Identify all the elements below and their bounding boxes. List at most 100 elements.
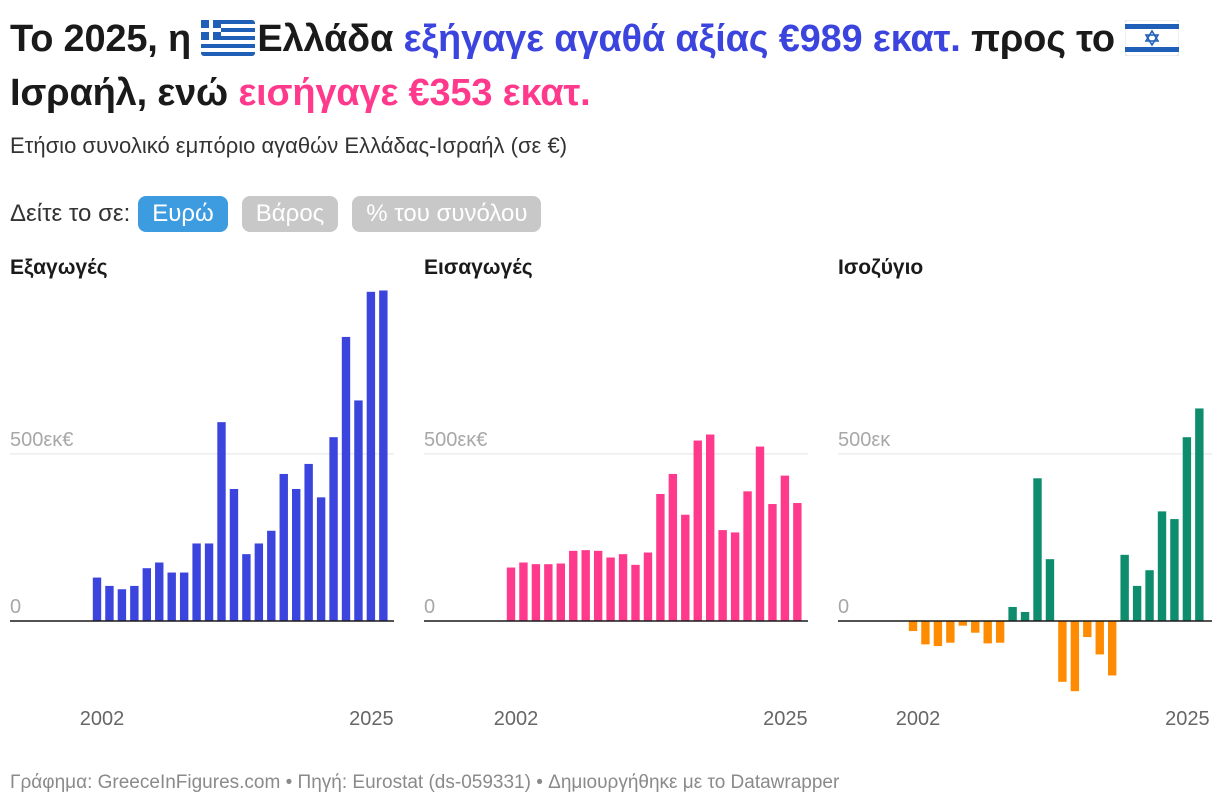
headline-import-phrase: εισήγαγε €353 εκατ. (238, 72, 591, 114)
balance-bar-2016 (1083, 621, 1092, 638)
imports-y-tick-label: 500εκ€ (424, 429, 487, 451)
imports-bar-2006 (556, 563, 565, 621)
exports-bar-2003 (105, 585, 114, 621)
exports-bar-2014 (242, 554, 251, 621)
imports-x-tick-label: 2002 (494, 708, 539, 730)
balance-bar-2015 (1070, 621, 1080, 692)
imports-bar-2018 (706, 434, 715, 621)
imports-bar-2012 (631, 564, 640, 621)
imports-bar-2010 (606, 557, 615, 621)
exports-bar-2004 (117, 589, 127, 621)
headline-text-2: προς το (960, 18, 1126, 60)
exports-bar-2010 (192, 543, 201, 621)
exports-bar-2025 (379, 290, 388, 621)
headline: Το 2025, η Ελλάδα εξήγαγε αγαθά αξίας €9… (10, 12, 1215, 120)
panel-title-exports: Εξαγωγές (10, 256, 108, 279)
imports-bar-2025 (793, 503, 802, 621)
chart-area: 500εκ€ 0 2002 2025 500εκ€ 0 2002 2025 500εκ 0 2002… (10, 290, 1212, 730)
toggle-option-euro[interactable]: Ευρώ (138, 196, 228, 232)
balance-y-tick-label: 0 (838, 596, 849, 618)
balance-bar-2024 (1182, 437, 1192, 621)
exports-y-tick-label: 0 (10, 596, 21, 618)
imports-bar-2007 (569, 550, 578, 621)
balance-bar-2019 (1120, 554, 1129, 621)
exports-bar-2023 (354, 400, 363, 621)
balance-bar-2003 (921, 621, 930, 645)
imports-bar-2003 (519, 562, 528, 621)
balance-bar-2017 (1095, 621, 1104, 655)
exports-bar-2024 (366, 291, 376, 621)
imports-bar-2002 (506, 567, 516, 621)
exports-bar-2020 (316, 497, 326, 621)
headline-text-1: Το 2025, η (10, 18, 202, 60)
imports-bar-2016 (681, 514, 690, 621)
exports-bar-2009 (179, 572, 189, 621)
view-toggle: Δείτε το σε: Ευρώ Βάρος % του συνόλου (10, 196, 555, 232)
imports-y-tick-label: 0 (424, 596, 435, 618)
exports-bar-2021 (329, 437, 338, 621)
footer-credits: Γράφημα: GreeceInFigures.com • Πηγή: Eur… (10, 772, 840, 793)
toggle-option-weight[interactable]: Βάρος (241, 196, 339, 232)
imports-bar-2011 (618, 554, 628, 621)
imports-bar-2022 (755, 446, 765, 621)
imports-bar-2013 (643, 552, 653, 621)
exports-bar-2005 (130, 585, 139, 621)
balance-bar-2007 (971, 621, 980, 633)
exports-bar-2013 (229, 488, 239, 621)
subtitle: Ετήσιο συνολικό εμπόριο αγαθών Ελλάδας-Ι… (10, 133, 568, 158)
imports-bar-2014 (656, 494, 665, 621)
exports-bar-2002 (92, 577, 102, 621)
imports-bar-2008 (581, 550, 590, 621)
balance-bar-2011 (1020, 611, 1030, 621)
exports-bar-2008 (167, 572, 176, 621)
balance-bar-2012 (1033, 478, 1042, 621)
balance-x-tick-label: 2002 (896, 708, 941, 730)
balance-y-tick-label: 500εκ (838, 429, 891, 451)
exports-bar-2019 (304, 463, 313, 621)
headline-space (393, 18, 403, 60)
panel-title-balance: Ισοζύγιο (838, 256, 924, 279)
exports-bar-2015 (254, 543, 264, 621)
imports-bar-2020 (730, 532, 740, 621)
exports-x-tick-label: 2002 (80, 708, 125, 730)
israel-flag-icon (1125, 20, 1180, 56)
balance-bar-2023 (1170, 519, 1179, 621)
headline-country-greece: Ελλάδα (257, 18, 394, 60)
exports-bar-2006 (142, 568, 151, 621)
exports-bar-2017 (279, 473, 288, 621)
exports-bar-2012 (217, 422, 226, 621)
imports-bar-2015 (668, 473, 678, 621)
balance-bar-2005 (946, 621, 955, 643)
balance-bar-2021 (1145, 570, 1154, 621)
imports-bar-2009 (593, 550, 603, 621)
balance-bar-2008 (983, 621, 992, 644)
toggle-option-percent[interactable]: % του συνόλου (352, 196, 542, 232)
balance-bar-2006 (958, 621, 967, 626)
imports-x-tick-label: 2025 (763, 708, 808, 730)
balance-bar-2009 (995, 621, 1005, 643)
balance-bar-2025 (1195, 408, 1204, 621)
balance-bar-2018 (1108, 621, 1117, 676)
toggle-label: Δείτε το σε: (10, 200, 131, 227)
imports-bar-2005 (544, 564, 553, 621)
exports-bar-2016 (267, 530, 276, 621)
balance-bar-2002 (908, 621, 918, 632)
exports-bar-2007 (155, 562, 164, 621)
balance-bar-2014 (1058, 621, 1067, 682)
balance-bar-2020 (1132, 585, 1142, 621)
headline-export-phrase: εξήγαγε αγαθά αξίας €989 εκατ. (403, 18, 961, 60)
imports-bar-2004 (531, 564, 541, 621)
balance-bar-2013 (1045, 559, 1055, 621)
panel-title-imports: Εισαγωγές (424, 256, 533, 279)
balance-bar-2004 (933, 621, 943, 647)
imports-bar-2021 (743, 491, 752, 621)
imports-bar-2024 (780, 475, 790, 621)
exports-x-tick-label: 2025 (349, 708, 394, 730)
exports-bar-2022 (341, 336, 351, 621)
headline-country-israel: Ισραήλ (10, 72, 137, 114)
exports-bar-2018 (292, 488, 301, 621)
greece-flag-icon (201, 20, 256, 56)
balance-x-tick-label: 2025 (1165, 708, 1210, 730)
balance-bar-2022 (1157, 511, 1167, 621)
imports-bar-2019 (718, 530, 727, 621)
